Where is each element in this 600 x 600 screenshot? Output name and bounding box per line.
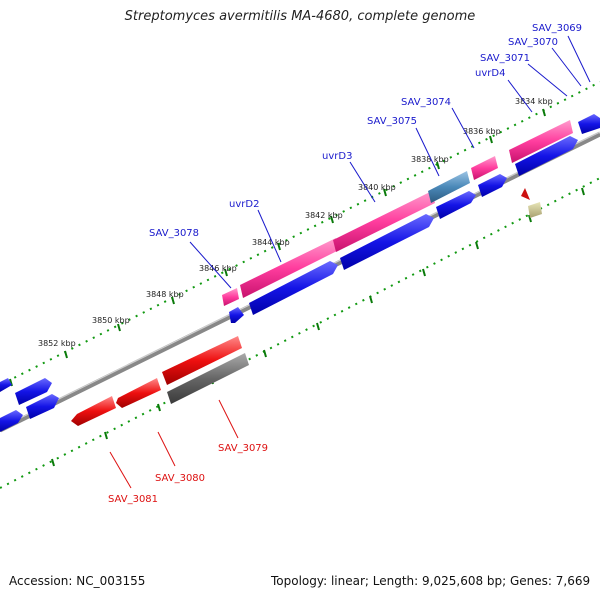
- reverse-leader-lines: [109, 399, 239, 489]
- ruler-label: 3838 kbp: [411, 155, 449, 164]
- feature-pink[interactable]: [333, 191, 435, 252]
- feature-gray[interactable]: [167, 353, 249, 404]
- gene-label-sav3069[interactable]: SAV_3069: [532, 23, 582, 34]
- map-title: Streptomyces avermitilis MA-4680, comple…: [124, 9, 476, 24]
- upper-ruler-ticks: [9, 108, 546, 387]
- topology-summary: Topology: linear; Length: 9,025,608 bp; …: [271, 574, 591, 588]
- gene-label-sav3071[interactable]: SAV_3071: [480, 53, 530, 64]
- gene-reverse[interactable]: [71, 396, 116, 426]
- feature-pink[interactable]: [471, 156, 498, 180]
- gene-label-sav3070[interactable]: SAV_3070: [508, 37, 558, 48]
- ruler-label: 3842 kbp: [305, 211, 343, 220]
- gene-reverse[interactable]: [162, 336, 242, 385]
- lower-ruler-line: [0, 177, 600, 489]
- ruler-label: 3836 kbp: [463, 127, 501, 136]
- gene-forward[interactable]: [578, 114, 600, 134]
- gene-label-uvrd2[interactable]: uvrD2: [229, 199, 259, 210]
- feature-pink[interactable]: [509, 120, 573, 163]
- gene-label-uvrd3[interactable]: uvrD3: [322, 151, 352, 162]
- lower-ruler-ticks: [51, 187, 585, 467]
- ruler-label: 3848 kbp: [146, 290, 184, 299]
- ruler-label: 3840 kbp: [358, 183, 396, 192]
- gene-forward[interactable]: [249, 261, 338, 315]
- gene-label-sav3078[interactable]: SAV_3078: [149, 228, 199, 239]
- forward-leader-lines: [189, 35, 591, 289]
- gene-reverse[interactable]: [116, 378, 161, 408]
- gene-forward[interactable]: [0, 378, 12, 392]
- feature-steel[interactable]: [428, 171, 470, 203]
- ruler-label: 3852 kbp: [38, 339, 76, 348]
- gene-forward[interactable]: [436, 191, 476, 219]
- feature-pink[interactable]: [222, 288, 239, 306]
- gene-label-sav3075[interactable]: SAV_3075: [367, 116, 417, 127]
- gene-forward[interactable]: [229, 307, 244, 323]
- gene-forward[interactable]: [0, 410, 23, 432]
- gene-forward[interactable]: [478, 174, 507, 197]
- gene-forward[interactable]: [26, 394, 59, 419]
- gene-label-sav3079[interactable]: SAV_3079: [218, 443, 268, 454]
- ruler-label: 3850 kbp: [92, 316, 130, 325]
- feature-pink[interactable]: [240, 238, 339, 298]
- ruler-label: 3846 kbp: [199, 264, 237, 273]
- gene-label-sav3081[interactable]: SAV_3081: [108, 494, 158, 505]
- gene-forward[interactable]: [515, 136, 578, 176]
- gene-label-uvrd4[interactable]: uvrD4: [475, 68, 505, 79]
- marker-olive: [528, 202, 542, 218]
- accession-text: Accession: NC_003155: [9, 574, 146, 588]
- ruler-label: 3834 kbp: [515, 97, 553, 106]
- gene-forward[interactable]: [340, 214, 434, 270]
- upper-ruler-line: [0, 81, 600, 386]
- gene-forward[interactable]: [15, 378, 52, 405]
- gene-label-sav3074[interactable]: SAV_3074: [401, 97, 451, 108]
- marker-red: [521, 188, 530, 200]
- gene-label-sav3080[interactable]: SAV_3080: [155, 473, 205, 484]
- ruler-label: 3844 kbp: [252, 238, 290, 247]
